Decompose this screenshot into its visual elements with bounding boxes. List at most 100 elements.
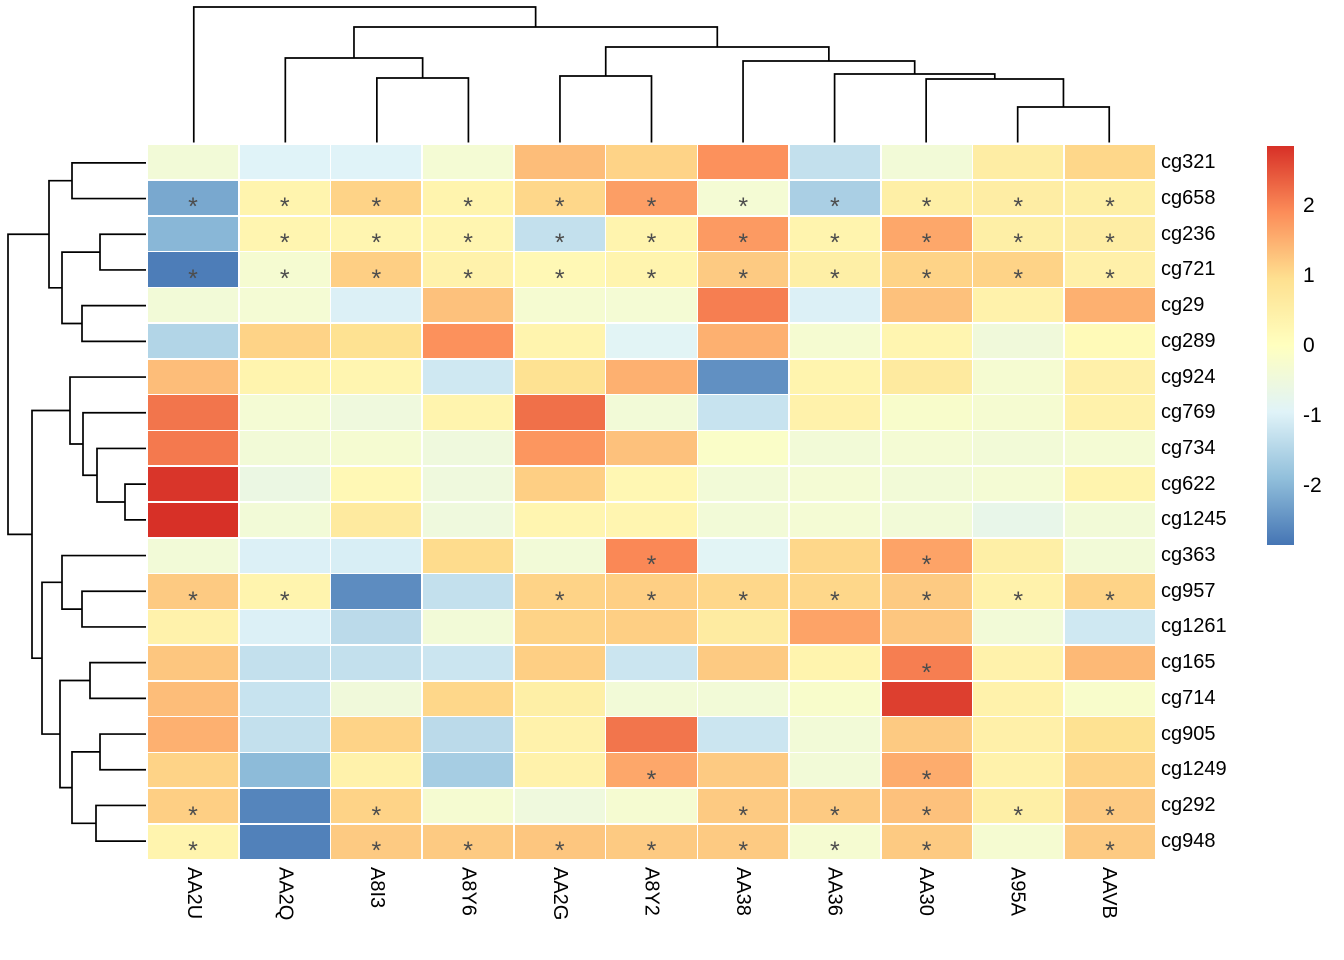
significance-star: * xyxy=(463,837,473,866)
heatmap-cell xyxy=(148,359,239,394)
dendrogram-branch xyxy=(89,661,146,700)
row-label: cg905 xyxy=(1161,722,1216,745)
heatmap-cell xyxy=(423,502,514,537)
heatmap-cell xyxy=(1064,431,1155,466)
significance-star: * xyxy=(371,801,382,830)
heatmap-cell: * xyxy=(514,824,605,865)
dendrogram-branch xyxy=(925,78,1065,143)
heatmap-cell: * xyxy=(1064,252,1155,293)
heatmap-cell xyxy=(973,502,1064,537)
heatmap-cell xyxy=(239,824,330,859)
significance-star: * xyxy=(921,765,932,794)
column-label: AA2G xyxy=(548,867,571,921)
heatmap-cell xyxy=(789,359,880,394)
significance-star: * xyxy=(279,229,290,258)
dendrogram-branch xyxy=(604,46,830,76)
row-label: cg658 xyxy=(1161,187,1216,210)
heatmap-cell xyxy=(148,681,239,716)
heatmap-cell xyxy=(239,359,330,394)
heatmap-cell xyxy=(148,323,239,359)
significance-star: * xyxy=(463,229,473,258)
heatmap-cell xyxy=(423,145,514,180)
significance-star: * xyxy=(921,229,932,258)
heatmap-cell: * xyxy=(148,789,239,830)
heatmap-cell: * xyxy=(973,789,1064,830)
significance-star: * xyxy=(921,264,932,293)
row-label: cg622 xyxy=(1161,472,1216,495)
significance-star: * xyxy=(1013,801,1024,830)
heatmap-cell xyxy=(1064,753,1155,788)
dendrogram-branch xyxy=(95,804,146,842)
heatmap-cell xyxy=(148,717,239,752)
significance-star: * xyxy=(554,193,565,222)
heatmap-cell: * xyxy=(606,574,697,615)
heatmap-cell xyxy=(423,288,514,323)
significance-star: * xyxy=(1105,264,1115,293)
significance-star: * xyxy=(1105,229,1115,258)
significance-star: * xyxy=(1105,586,1115,615)
column-dendrogram xyxy=(192,6,1111,143)
significance-star: * xyxy=(921,658,932,687)
dendrogram-branch xyxy=(71,751,100,825)
column-label: AA30 xyxy=(915,867,938,916)
heatmap-cell xyxy=(698,431,789,466)
significance-star: * xyxy=(554,586,565,615)
column-label: A95A xyxy=(1006,867,1029,916)
column-label: AA2U xyxy=(182,867,205,920)
significance-star: * xyxy=(279,264,290,293)
significance-star: * xyxy=(830,264,840,293)
significance-star: * xyxy=(738,801,749,830)
heatmap-cell xyxy=(514,288,605,323)
heatmap-cell: * xyxy=(973,216,1064,257)
row-label: cg29 xyxy=(1161,294,1205,317)
significance-star: * xyxy=(554,264,565,293)
significance-star: * xyxy=(188,264,198,293)
heatmap-cell xyxy=(789,538,880,573)
row-label: cg321 xyxy=(1161,151,1216,174)
heatmap-cell: * xyxy=(239,216,330,257)
heatmap-cell xyxy=(973,323,1064,359)
legend-tick-label: 0 xyxy=(1303,333,1315,357)
significance-star: * xyxy=(554,837,565,866)
heatmap-cell xyxy=(239,431,330,466)
heatmap-cell xyxy=(331,359,422,394)
row-label: cg292 xyxy=(1161,793,1216,816)
heatmap-cell xyxy=(1064,145,1155,180)
heatmap-cell xyxy=(881,717,972,752)
heatmap-cell: * xyxy=(606,252,697,293)
heatmap-cell xyxy=(514,431,605,466)
heatmap-cell xyxy=(881,610,972,645)
heatmap-cell xyxy=(698,395,789,430)
significance-star: * xyxy=(830,801,840,830)
heatmap-cell xyxy=(698,717,789,752)
heatmap-cell xyxy=(1064,323,1155,359)
heatmap-cell xyxy=(973,288,1064,323)
heatmap-cell: * xyxy=(514,216,605,257)
heatmap-cell xyxy=(973,753,1064,788)
heatmap-cell xyxy=(239,395,330,430)
heatmap-cell: * xyxy=(881,180,972,221)
heatmap-cell xyxy=(789,467,880,502)
heatmap-cell xyxy=(148,431,239,466)
heatmap-cell: * xyxy=(881,753,972,794)
heatmap-cell xyxy=(331,574,422,609)
heatmap-cell xyxy=(331,288,422,323)
dendrogram-branch xyxy=(61,251,100,325)
heatmap-cell xyxy=(606,288,697,323)
heatmap-cell: * xyxy=(423,824,514,865)
heatmap-cell: * xyxy=(514,180,605,221)
significance-star: * xyxy=(738,837,749,866)
dendrogram-branch xyxy=(742,60,916,143)
heatmap-cell xyxy=(973,610,1064,645)
heatmap-cell xyxy=(881,431,972,466)
dendrogram-branch xyxy=(69,376,146,445)
significance-star: * xyxy=(1013,586,1024,615)
significance-star: * xyxy=(646,837,657,866)
significance-star: * xyxy=(738,264,749,293)
heatmap-cell: * xyxy=(881,824,972,865)
heatmap-cell xyxy=(148,395,239,430)
heatmap-cell xyxy=(423,789,514,824)
significance-star: * xyxy=(830,837,840,866)
significance-star: * xyxy=(830,193,840,222)
heatmap-cell: * xyxy=(239,574,330,615)
